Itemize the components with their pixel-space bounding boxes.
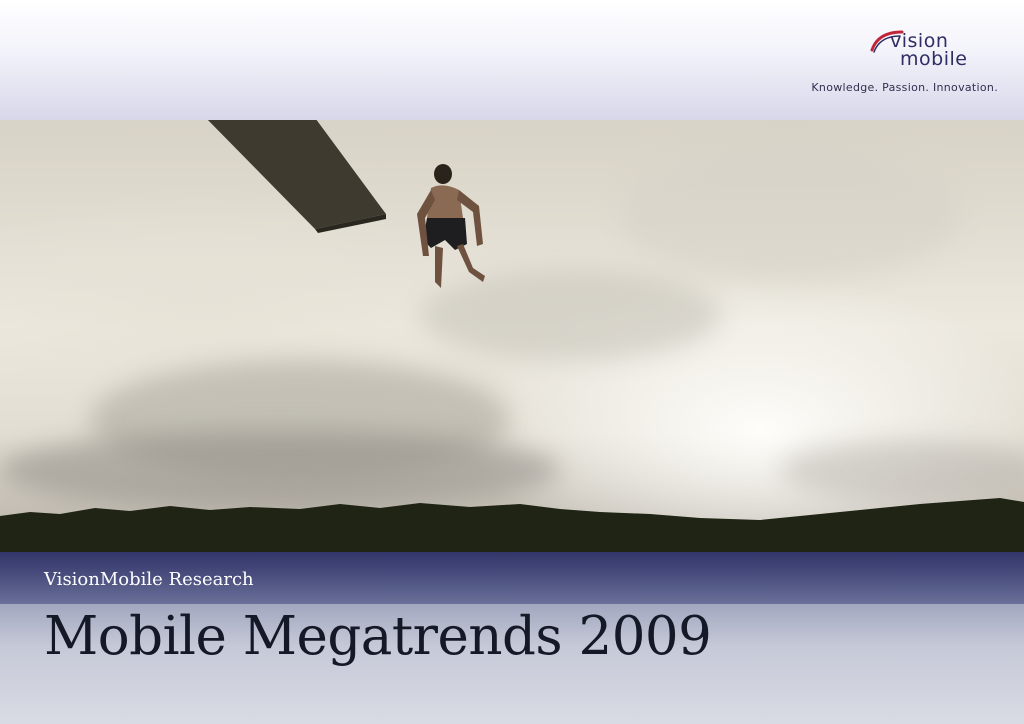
cloud <box>0 430 560 510</box>
cloud <box>780 440 1024 500</box>
cloud <box>620 150 960 280</box>
logo-line-1: vision <box>890 30 949 52</box>
treeline <box>0 498 1024 556</box>
jumper-silhouette <box>417 164 485 288</box>
cover-subtitle: VisionMobile Research <box>44 569 254 590</box>
vision-mobile-logo-icon: vision mobile <box>868 28 988 76</box>
cloud <box>420 270 720 360</box>
tagline: Knowledge. Passion. Innovation. <box>811 81 998 94</box>
cover-title: Mobile Megatrends 2009 <box>44 606 712 667</box>
logo-wordmark: vision mobile <box>890 30 1000 70</box>
logo-line-2: mobile <box>900 48 968 70</box>
logo-swoosh-icon <box>870 30 904 53</box>
title-band <box>0 552 1024 604</box>
header-band: vision mobile Knowledge. Passion. Innova… <box>0 0 1024 120</box>
